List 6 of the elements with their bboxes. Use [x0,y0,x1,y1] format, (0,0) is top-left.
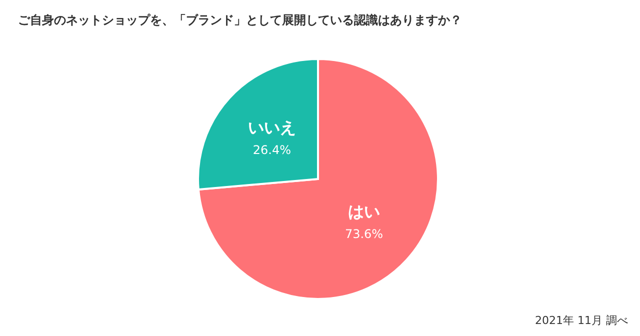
data-label: 26.4% [252,142,292,157]
text: 2021年 11月 調べ [535,314,628,327]
slice-label: はい [348,202,380,222]
data-label: 73.6% [344,227,384,242]
chart-title: ご自身のネットショップを、「ブランド」として展開している認識はありますか？ [18,13,462,27]
slice-label: いいえ [248,118,296,137]
